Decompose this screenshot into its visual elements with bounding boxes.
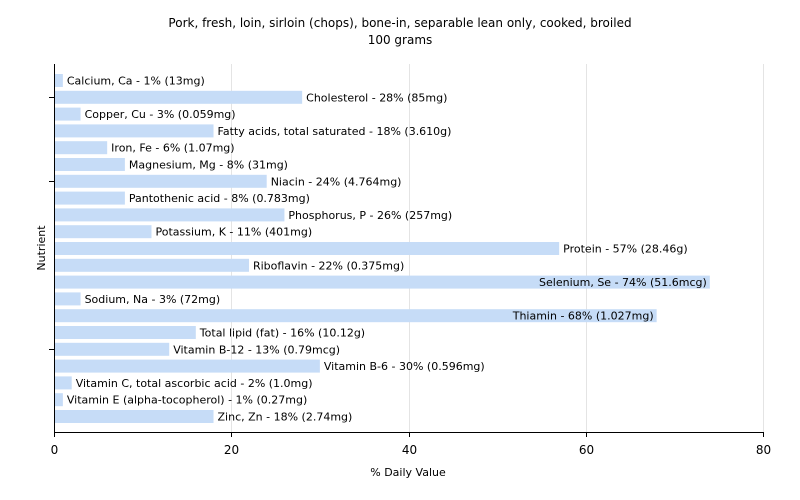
chart-subtitle: 100 grams (368, 33, 433, 47)
chart-title: Pork, fresh, loin, sirloin (chops), bone… (168, 16, 631, 30)
bar-label: Selenium, Se - 74% (51.6mcg) (539, 276, 707, 289)
bar (55, 158, 125, 171)
bar-label: Potassium, K - 11% (401mg) (155, 226, 312, 239)
x-tick-label: 20 (224, 443, 239, 457)
axes (49, 64, 764, 437)
bars: Calcium, Ca - 1% (13mg) Cholesterol - 28%… (55, 74, 710, 424)
bar (55, 107, 81, 121)
bar (55, 208, 285, 222)
x-tick-labels: 0 20 40 60 80 (51, 443, 771, 457)
bar (55, 225, 152, 239)
bar-label: Calcium, Ca - 1% (13mg) (67, 75, 205, 88)
bar-label: Zinc, Zn - 18% (2.74mg) (218, 411, 353, 424)
bar (55, 141, 108, 155)
bar-label: Thiamin - 68% (1.027mg) (512, 310, 654, 323)
bar-label: Cholesterol - 28% (85mg) (306, 91, 447, 104)
bar (55, 359, 320, 373)
x-tick-label: 40 (402, 443, 417, 457)
bar-label: Vitamin B-6 - 30% (0.596mg) (324, 360, 485, 373)
bar-label: Total lipid (fat) - 16% (10.12g) (199, 327, 365, 340)
bar (55, 124, 214, 138)
bar (55, 90, 303, 104)
bar (55, 326, 196, 339)
bar (55, 258, 249, 272)
y-axis-label: Nutrient (35, 225, 48, 271)
bar-label: Niacin - 24% (4.764mg) (271, 175, 402, 188)
bar-label: Vitamin B-12 - 13% (0.79mcg) (173, 343, 340, 356)
bar (55, 174, 267, 188)
bar (55, 242, 560, 255)
bar (55, 342, 170, 356)
bar-label: Sodium, Na - 3% (72mg) (85, 293, 221, 306)
bar-label: Phosphorus, P - 26% (257mg) (288, 209, 452, 222)
bar (55, 275, 710, 289)
bar-label: Fatty acids, total saturated - 18% (3.61… (218, 125, 452, 138)
bar-label: Pantothenic acid - 8% (0.783mg) (129, 192, 310, 205)
bar (55, 292, 81, 306)
bar-label: Riboflavin - 22% (0.375mg) (253, 259, 404, 272)
bar-label: Protein - 57% (28.46g) (563, 243, 688, 256)
bar-label: Vitamin C, total ascorbic acid - 2% (1.0… (76, 377, 313, 390)
x-tick-label: 80 (756, 443, 771, 457)
bar (55, 393, 63, 407)
bar-label: Vitamin E (alpha-tocopherol) - 1% (0.27m… (67, 394, 307, 407)
bar-label: Copper, Cu - 3% (0.059mg) (85, 108, 236, 121)
bar (55, 74, 63, 87)
bar (55, 410, 214, 423)
bar (55, 376, 72, 390)
x-tick-label: 0 (51, 443, 59, 457)
bar-label: Magnesium, Mg - 8% (31mg) (129, 159, 288, 172)
x-tick-label: 60 (579, 443, 594, 457)
bar (55, 309, 657, 323)
x-axis-label: % Daily Value (370, 466, 446, 479)
bar-label: Iron, Fe - 6% (1.07mg) (111, 142, 234, 155)
bar (55, 191, 125, 205)
